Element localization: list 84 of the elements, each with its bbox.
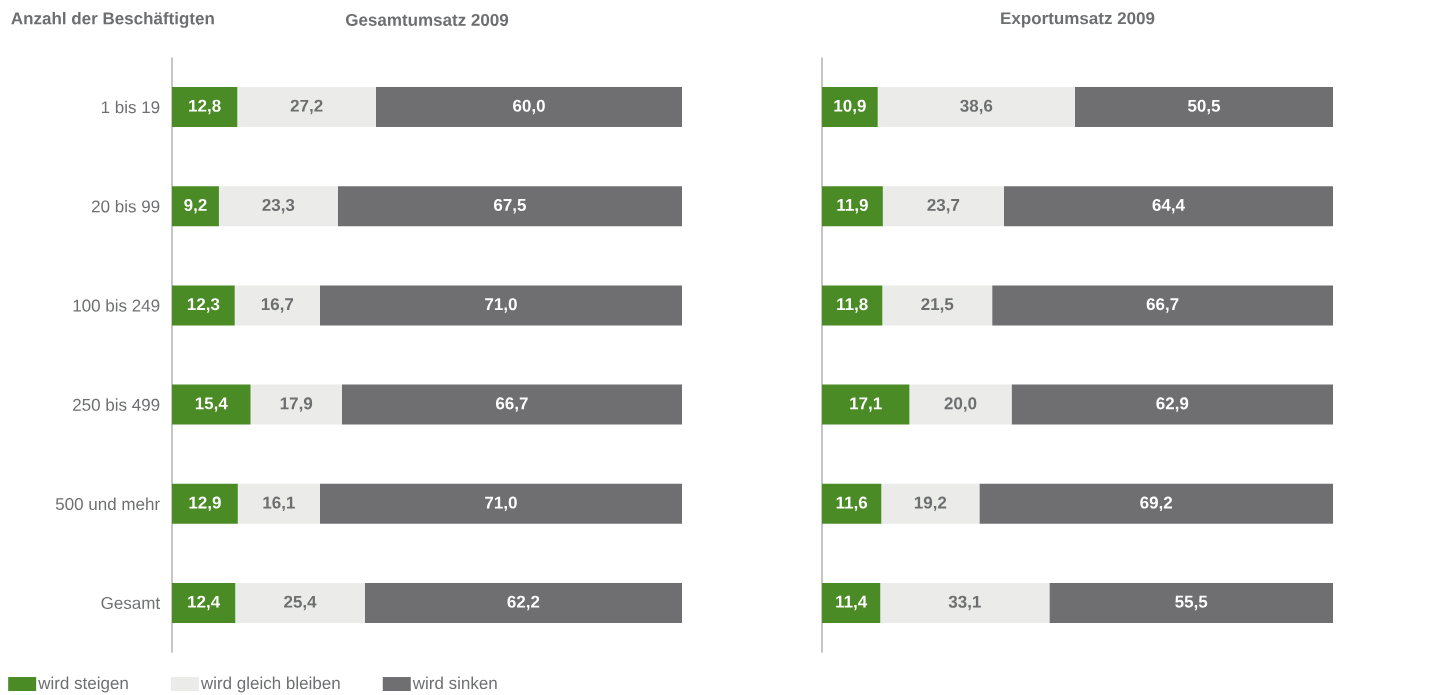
data-label: 11,9 (837, 198, 868, 214)
data-label: 27,2 (290, 99, 323, 115)
bar (172, 483, 238, 524)
bar (341, 384, 683, 425)
data-label: 50,5 (1187, 99, 1221, 115)
y-tick-label: 250 bis 499 (73, 398, 160, 411)
data-label: 9,2 (184, 198, 207, 214)
bar (882, 185, 1004, 226)
data-label: 71,0 (485, 297, 517, 313)
bar (234, 285, 320, 326)
data-label: 16,1 (263, 496, 295, 511)
data-label: 71,0 (485, 496, 517, 511)
bar (822, 384, 910, 425)
data-label: 12,4 (188, 595, 221, 611)
bar (1049, 582, 1334, 623)
bar (172, 86, 238, 127)
data-label: 16,7 (261, 297, 294, 313)
bar (822, 582, 881, 623)
bar (172, 285, 235, 326)
bar (337, 185, 683, 226)
data-label: 11,6 (836, 496, 868, 511)
data-label: 25,4 (284, 595, 317, 611)
y-tick-label: 1 bis 19 (101, 100, 160, 114)
bar (880, 582, 1050, 623)
data-label: 10,9 (834, 99, 866, 115)
y-axis-title: Anzahl der Beschäftigten (11, 11, 214, 28)
data-label: 20,0 (944, 397, 977, 412)
data-label: 55,5 (1175, 595, 1208, 610)
bar (822, 86, 878, 127)
bar (822, 285, 883, 326)
bar (877, 86, 1075, 127)
data-label: 12,8 (189, 99, 221, 115)
data-label: 11,4 (836, 595, 868, 610)
bar (364, 582, 683, 623)
bar (235, 582, 365, 623)
y-tick-label: 500 und mehr (55, 497, 160, 510)
data-label: 12,3 (187, 297, 220, 313)
data-label: 23,3 (262, 198, 295, 214)
bar (376, 86, 683, 127)
data-label: 62,9 (1156, 397, 1189, 412)
data-label: 23,7 (927, 198, 960, 214)
bar (822, 185, 883, 226)
data-label: 11,8 (837, 297, 868, 313)
bar (172, 384, 251, 425)
data-label: 60,0 (513, 99, 545, 115)
bar (1011, 384, 1334, 425)
data-label: 21,5 (921, 297, 954, 313)
bar (881, 483, 980, 524)
bar (822, 483, 882, 524)
y-tick-label: Gesamt (101, 596, 161, 609)
y-tick-label: 100 bis 249 (73, 298, 160, 312)
data-label: 66,7 (496, 397, 528, 412)
bar (909, 384, 1012, 425)
bar (979, 483, 1334, 524)
legend-label: wird sinken (412, 676, 497, 689)
data-label: 12,9 (189, 496, 221, 511)
bar (1003, 185, 1334, 226)
data-label: 67,5 (493, 198, 526, 214)
bar (992, 285, 1334, 326)
bar (1074, 86, 1334, 127)
bar (882, 285, 993, 326)
data-label: 64,4 (1152, 198, 1185, 214)
data-label: 15,4 (195, 397, 228, 412)
bar (172, 185, 219, 226)
bar (319, 285, 683, 326)
bar (237, 86, 377, 127)
chart-title: Exportumsatz 2009 (1001, 11, 1155, 28)
bar (250, 384, 342, 425)
bar (237, 483, 320, 524)
data-label: 33,1 (948, 595, 981, 611)
data-label: 66,7 (1146, 297, 1179, 313)
data-label: 62,2 (507, 595, 540, 611)
data-label: 69,2 (1140, 496, 1173, 511)
data-label: 17,1 (850, 397, 882, 412)
bar (319, 483, 683, 524)
chart-title: Gesamtumsatz 2009 (345, 13, 509, 26)
data-label: 17,9 (280, 397, 313, 412)
legend-label: wird steigen (38, 676, 128, 693)
legend-label: wird gleich bleiben (200, 676, 340, 693)
bar (218, 185, 338, 226)
data-label: 19,2 (914, 496, 947, 511)
data-label: 38,6 (960, 99, 993, 115)
y-tick-label: 20 bis 99 (92, 199, 160, 213)
bar (172, 582, 236, 623)
